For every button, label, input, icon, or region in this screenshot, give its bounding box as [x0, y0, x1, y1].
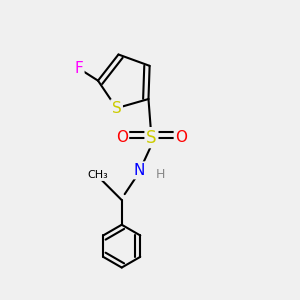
- Text: S: S: [112, 101, 122, 116]
- Text: F: F: [74, 61, 83, 76]
- Text: O: O: [175, 130, 187, 145]
- Text: O: O: [116, 130, 128, 145]
- Text: H: H: [156, 168, 165, 181]
- Text: S: S: [146, 129, 157, 147]
- Text: N: N: [134, 163, 145, 178]
- Text: CH₃: CH₃: [88, 170, 108, 180]
